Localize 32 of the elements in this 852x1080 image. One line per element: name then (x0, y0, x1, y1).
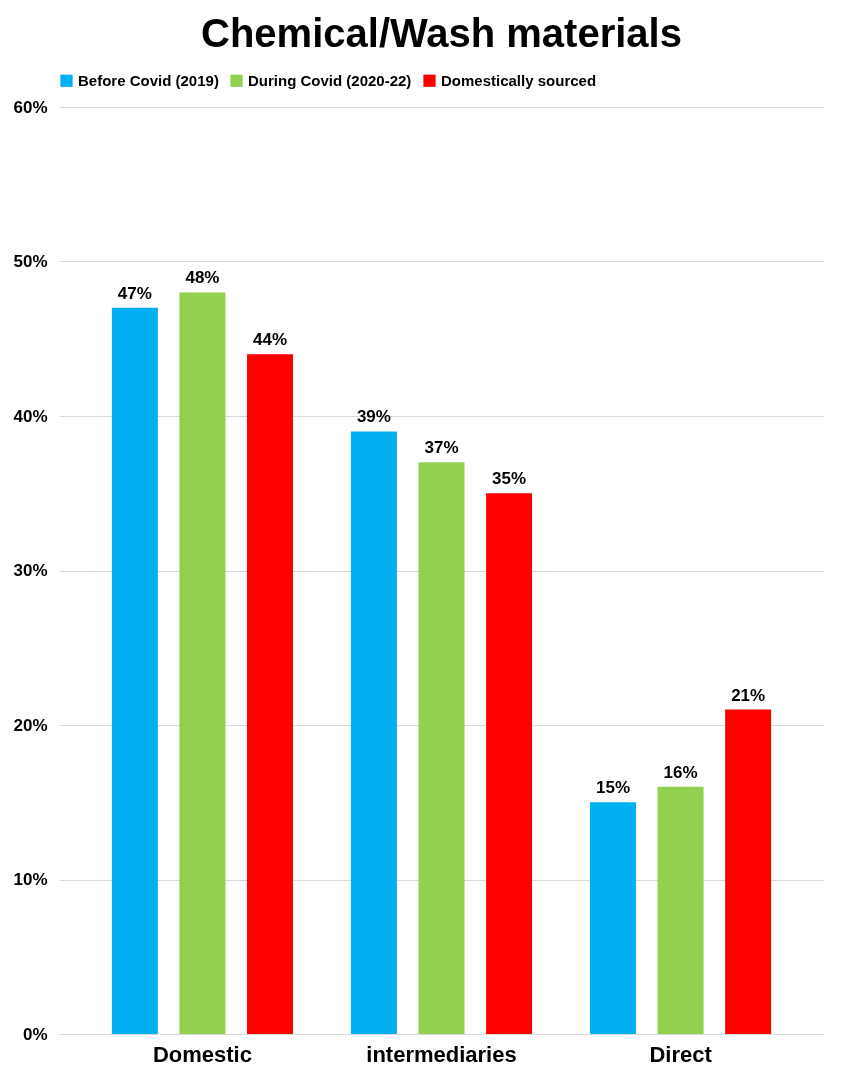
x-tick-label: Direct (649, 1041, 713, 1067)
y-tick-label: 0% (22, 1024, 48, 1044)
bar (111, 307, 158, 1034)
data-label: 15% (595, 778, 630, 798)
data-label: 21% (731, 685, 766, 705)
bar (486, 493, 533, 1034)
y-tick-label: 60% (13, 97, 48, 117)
bar (725, 709, 772, 1034)
bar (589, 802, 636, 1034)
data-label: 44% (253, 330, 288, 350)
bar (418, 462, 465, 1034)
data-label: 47% (117, 283, 152, 303)
y-tick-label: 30% (13, 561, 48, 580)
data-label: 37% (424, 438, 459, 458)
chart-title: Chemical/Wash materials (201, 11, 682, 55)
data-label: 16% (663, 762, 698, 782)
legend-label: Before Covid (2019) (78, 71, 219, 89)
data-label: 39% (356, 407, 391, 427)
legend-label: Domestically sourced (441, 71, 597, 89)
bar (350, 431, 397, 1034)
x-tick-label: Domestic (152, 1041, 252, 1067)
y-tick-label: 50% (13, 252, 48, 271)
bar (657, 786, 704, 1034)
bar (179, 292, 226, 1034)
data-label: 48% (185, 268, 220, 288)
legend-label: During Covid (2020-22) (248, 71, 412, 89)
bar (247, 354, 294, 1034)
data-label: 35% (492, 469, 527, 489)
y-tick-label: 10% (13, 870, 48, 889)
y-tick-label: 20% (13, 715, 48, 735)
y-tick-label: 40% (13, 406, 48, 426)
x-tick-label: intermediaries (366, 1041, 517, 1067)
